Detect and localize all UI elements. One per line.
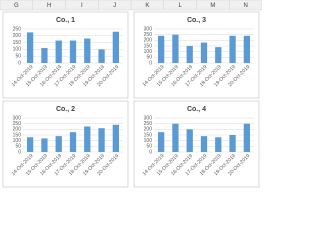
chart-title: Co., 2 xyxy=(56,106,75,113)
column-header[interactable]: N xyxy=(243,3,247,9)
bar xyxy=(41,48,48,63)
column-header[interactable]: L xyxy=(178,3,182,9)
y-tick-label: 50 xyxy=(146,55,152,61)
bar xyxy=(112,124,119,152)
bar xyxy=(215,47,222,63)
y-tick-label: 100 xyxy=(144,49,153,55)
bar xyxy=(158,35,165,63)
bar xyxy=(243,123,250,152)
y-tick-label: 150 xyxy=(144,132,153,138)
y-tick-label: 300 xyxy=(144,26,153,32)
bar xyxy=(27,32,34,63)
bar xyxy=(229,135,236,152)
bar xyxy=(41,138,48,152)
bar xyxy=(186,46,193,63)
y-tick-label: 250 xyxy=(144,121,153,127)
chart-title: Co., 3 xyxy=(187,17,206,24)
bar xyxy=(229,35,236,63)
y-tick-label: 0 xyxy=(149,149,152,155)
bar xyxy=(243,35,250,63)
y-tick-label: 100 xyxy=(13,138,22,144)
y-tick-label: 150 xyxy=(13,132,22,138)
y-tick-label: 100 xyxy=(144,138,153,144)
bar xyxy=(55,136,62,152)
y-tick-label: 250 xyxy=(144,32,153,38)
chart-frame[interactable] xyxy=(133,100,260,188)
y-tick-label: 50 xyxy=(15,144,21,150)
bar xyxy=(98,128,105,152)
y-tick-label: 200 xyxy=(144,127,153,133)
y-tick-label: 100 xyxy=(13,47,22,53)
chart-frame[interactable] xyxy=(2,100,129,188)
column-header[interactable]: K xyxy=(145,3,149,9)
column-header[interactable]: G xyxy=(14,3,19,9)
bar xyxy=(55,40,62,63)
bar xyxy=(172,123,179,152)
bar xyxy=(112,31,119,63)
column-header[interactable]: M xyxy=(210,3,215,9)
chart-frame[interactable] xyxy=(2,11,129,99)
bar xyxy=(84,38,91,63)
chart-title: Co., 1 xyxy=(56,17,75,24)
y-tick-label: 0 xyxy=(149,60,152,66)
y-tick-label: 200 xyxy=(144,38,153,44)
bar xyxy=(27,137,34,152)
y-tick-label: 0 xyxy=(18,60,21,66)
y-tick-label: 150 xyxy=(13,40,22,46)
y-tick-label: 50 xyxy=(15,54,21,60)
y-tick-label: 250 xyxy=(13,26,22,32)
sheet: G H I J K L M NCo., 105010015020025014-Oct-2019… xyxy=(0,0,262,188)
bar xyxy=(84,126,91,152)
bar xyxy=(69,40,77,63)
y-tick-label: 150 xyxy=(144,43,153,49)
chart-title: Co., 4 xyxy=(187,106,206,113)
y-tick-label: 300 xyxy=(13,115,22,121)
column-header[interactable]: J xyxy=(113,3,116,9)
bar xyxy=(200,136,208,152)
bar xyxy=(69,132,77,152)
bar xyxy=(200,42,208,63)
y-tick-label: 200 xyxy=(13,33,22,39)
column-header[interactable]: H xyxy=(47,3,51,9)
y-tick-label: 50 xyxy=(146,144,152,150)
bar xyxy=(172,34,179,63)
column-header[interactable]: I xyxy=(81,3,83,9)
bar xyxy=(98,49,105,63)
y-tick-label: 300 xyxy=(144,115,153,121)
bar xyxy=(158,132,165,152)
bar xyxy=(215,137,222,152)
y-tick-label: 200 xyxy=(13,127,22,133)
y-tick-label: 0 xyxy=(18,149,21,155)
y-tick-label: 250 xyxy=(13,121,22,127)
chart-frame[interactable] xyxy=(133,11,260,99)
bar xyxy=(186,129,193,152)
